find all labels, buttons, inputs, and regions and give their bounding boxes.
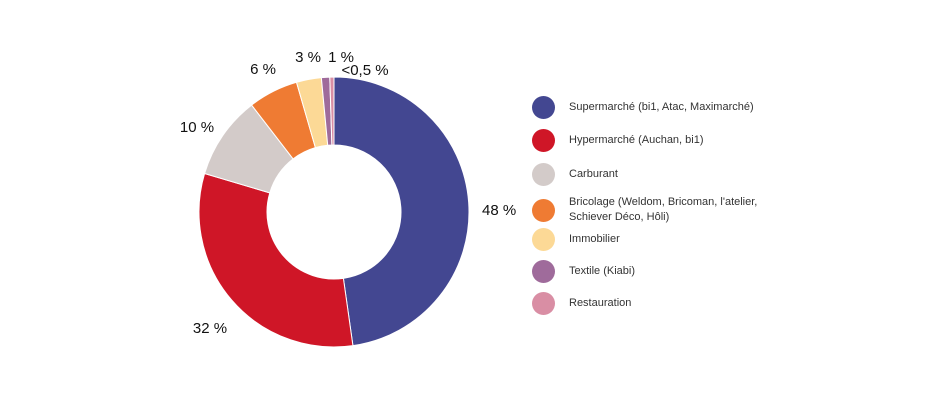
- legend-swatch: [532, 228, 555, 251]
- pie-slice: [329, 76, 335, 146]
- legend-item: Carburant: [532, 163, 618, 186]
- legend-swatch: [532, 292, 555, 315]
- legend-item: Restauration: [532, 292, 631, 315]
- legend-item: Supermarché (bi1, Atac, Maximarché): [532, 96, 754, 119]
- legend-label: Carburant: [569, 168, 618, 180]
- slice-percent-label: 1 %: [328, 49, 354, 66]
- slice-percent-label: 32 %: [193, 320, 227, 337]
- legend-item: Immobilier: [532, 228, 620, 251]
- legend-swatch: [532, 198, 555, 222]
- legend-swatch: [532, 163, 555, 186]
- legend-item: Bricolage (Weldom, Bricoman, l'atelier, …: [532, 195, 757, 225]
- legend-label: Hypermarché (Auchan, bi1): [569, 134, 704, 146]
- legend-label: Supermarché (bi1, Atac, Maximarché): [569, 101, 754, 113]
- legend-swatch: [532, 96, 555, 119]
- slice-percent-label: 10 %: [180, 119, 214, 136]
- pie-slice: [333, 76, 470, 347]
- legend-label: Immobilier: [569, 233, 620, 245]
- slice-percent-label: 3 %: [295, 49, 321, 66]
- legend-item: Hypermarché (Auchan, bi1): [532, 129, 704, 152]
- legend-label: Textile (Kiabi): [569, 265, 636, 277]
- slice-percent-label: <0,5 %: [341, 62, 388, 79]
- legend-label: Restauration: [569, 297, 632, 309]
- legend-label: Bricolage (Weldom, Bricoman, l'atelier, …: [569, 196, 758, 223]
- slice-percent-label: 6 %: [250, 61, 276, 78]
- legend-swatch: [532, 129, 555, 152]
- legend-swatch: [532, 260, 555, 283]
- slice-percent-label: 48 %: [482, 202, 516, 219]
- pie-slice: [198, 172, 354, 348]
- legend-item: Textile (Kiabi): [532, 260, 635, 283]
